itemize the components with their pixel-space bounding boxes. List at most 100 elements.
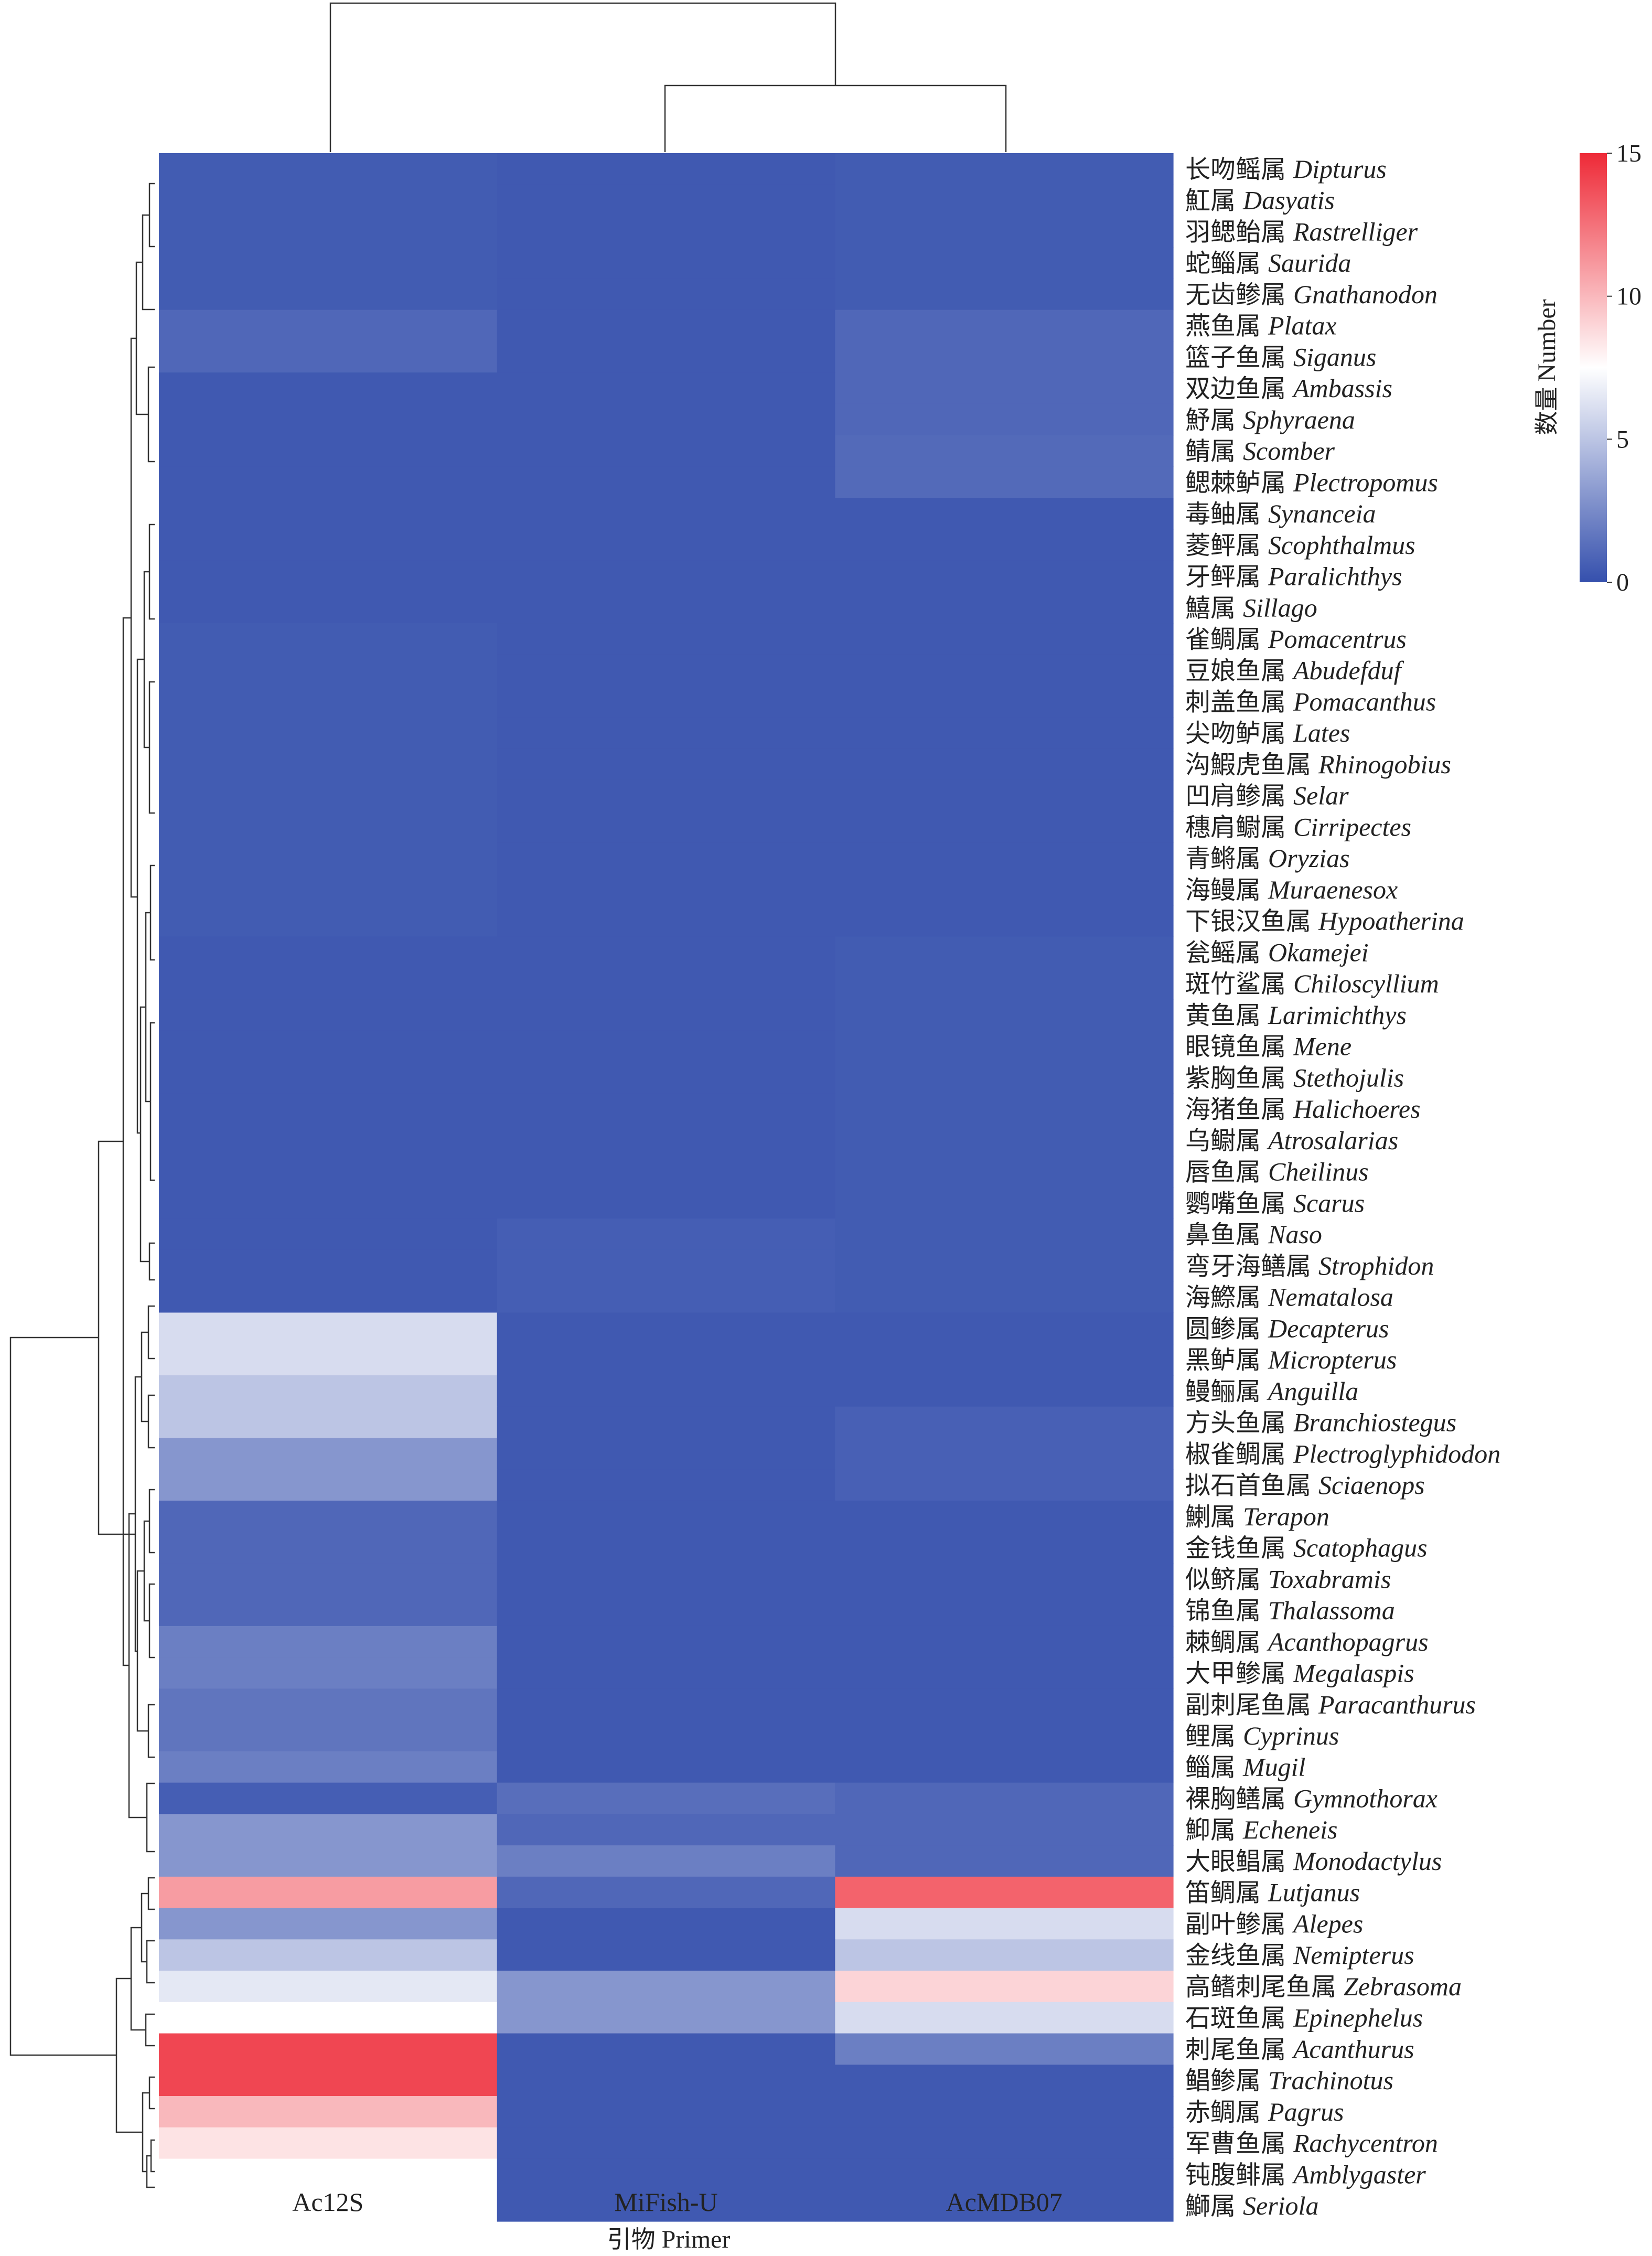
heatmap-cell (159, 1218, 498, 1250)
row-label-cn: 斑竹鲨属 (1185, 969, 1286, 999)
row-label-latin: Paracanthurus (1318, 1690, 1476, 1719)
row-label-cn: 金钱鱼属 (1185, 1534, 1286, 1563)
row-label-latin: Acanthopagrus (1267, 1627, 1429, 1656)
row-label: 大甲鲹属 Megalaspis (1185, 1659, 1414, 1688)
row-label-latin: Saurida (1268, 248, 1351, 277)
row-label-cn: 唇鱼属 (1185, 1158, 1261, 1187)
heatmap-cell (159, 1657, 498, 1689)
color-legend: 15 10 5 0 数量 Number (1532, 140, 1642, 596)
row-label-latin: Rachycentron (1293, 2129, 1438, 2158)
heatmap-cell (497, 749, 835, 780)
heatmap-cell (835, 1030, 1174, 1063)
row-label: 斑竹鲨属 Chiloscyllium (1185, 969, 1439, 999)
row-label: 鲻属 Mugil (1185, 1752, 1305, 1782)
heatmap-cell (497, 2096, 835, 2128)
row-label-latin: Alepes (1292, 1909, 1363, 1938)
row-label-latin: Terapon (1243, 1502, 1329, 1531)
row-label: 紫胸鱼属 Stethojulis (1185, 1063, 1404, 1093)
row-label-cn: 鯻属 (1185, 1502, 1236, 1532)
heatmap-cell (835, 1720, 1174, 1752)
heatmap-cell (159, 1595, 498, 1627)
row-label-latin: Sphyraena (1243, 405, 1355, 434)
heatmap-cell (835, 2002, 1174, 2034)
heatmap-cell (159, 498, 498, 530)
heatmap-cell (159, 1125, 498, 1157)
heatmap-cell (159, 2096, 498, 2128)
heatmap-cell (835, 1845, 1174, 1877)
heatmap-cell (835, 1563, 1174, 1595)
row-label-latin: Dasyatis (1242, 186, 1335, 215)
heatmap-cell (159, 968, 498, 1000)
row-label-latin: Thalassoma (1268, 1596, 1395, 1625)
heatmap-cell (497, 1125, 835, 1157)
row-label-cn: 副刺尾鱼属 (1185, 1690, 1311, 1719)
row-label: 燕鱼属 Platax (1185, 311, 1337, 341)
row-label-cn: 弯牙海鳝属 (1185, 1252, 1311, 1281)
column-label: MiFish-U (614, 2187, 717, 2217)
row-label-latin: Plectroglyphidodon (1293, 1439, 1500, 1468)
heatmap-cell (835, 1532, 1174, 1564)
heatmap-cell (835, 1688, 1174, 1720)
row-label: 拟石首鱼属 Sciaenops (1185, 1470, 1425, 1500)
row-label: 乌鳚属 Atrosalarias (1185, 1126, 1398, 1156)
heatmap-cell (497, 1187, 835, 1219)
heatmap-cell (835, 1469, 1174, 1501)
row-label-latin: Naso (1268, 1220, 1322, 1249)
heatmap-cell (497, 686, 835, 718)
heatmap-cell (159, 874, 498, 906)
row-label-cn: 石斑鱼属 (1185, 2004, 1286, 2033)
heatmap-cell (159, 1375, 498, 1407)
row-label: 弯牙海鳝属 Strophidon (1185, 1251, 1434, 1281)
row-label-cn: 下银汉鱼属 (1185, 907, 1311, 936)
row-label-latin: Plectropomus (1293, 467, 1438, 497)
heatmap-cell (159, 247, 498, 279)
heatmap-cell (835, 1971, 1174, 2003)
heatmap-cell (497, 1030, 835, 1063)
row-label-cn: 鰤属 (1185, 2191, 1236, 2221)
heatmap-cell (159, 529, 498, 561)
row-label: 鹦嘴鱼属 Scarus (1185, 1188, 1365, 1218)
row-label-cn: 大甲鲹属 (1185, 1659, 1286, 1688)
row-label-latin: Monodactylus (1293, 1846, 1442, 1876)
heatmap-cell (835, 686, 1174, 718)
row-label-latin: Megalaspis (1293, 1659, 1414, 1688)
heatmap-cell (497, 2190, 835, 2222)
row-label: 魟属 Dasyatis (1185, 186, 1335, 216)
heatmap-cell (497, 1751, 835, 1783)
heatmap-cell (159, 1720, 498, 1752)
heatmap-cell (835, 466, 1174, 498)
heatmap-cell (497, 1939, 835, 1971)
heatmap-cell (497, 560, 835, 592)
row-label: 下银汉鱼属 Hypoatherina (1185, 906, 1464, 936)
row-label-cn: 无齿鲹属 (1185, 280, 1286, 309)
row-label: 似鲚属 Toxabramis (1185, 1564, 1391, 1594)
row-label-latin: Gnathanodon (1293, 280, 1438, 309)
row-label-latin: Ambassis (1292, 373, 1392, 403)
heatmap-cell (159, 1908, 498, 1940)
row-label: 豆娘鱼属 Abudefduf (1185, 656, 1404, 686)
row-label-cn: 乌鳚属 (1185, 1126, 1261, 1156)
heatmap-cell (835, 842, 1174, 874)
heatmap-cell (159, 1281, 498, 1313)
heatmap-cell (835, 309, 1174, 342)
heatmap-cell (497, 1156, 835, 1188)
row-label: 锦鱼属 Thalassoma (1185, 1596, 1395, 1626)
heatmap-cell (835, 2033, 1174, 2065)
row-label-latin: Gymnothorax (1293, 1784, 1438, 1813)
row-label-latin: Synanceia (1268, 499, 1376, 528)
heatmap-cell (159, 1030, 498, 1063)
heatmap-cell (497, 278, 835, 311)
heatmap-cell (835, 968, 1174, 1000)
heatmap-cell (497, 466, 835, 498)
heatmap-cell (159, 1187, 498, 1219)
row-label: 长吻鳐属 Dipturus (1185, 154, 1387, 184)
row-label: 鱚属 Sillago (1185, 593, 1317, 623)
heatmap-cell (835, 403, 1174, 436)
row-label: 鲤属 Cyprinus (1185, 1721, 1339, 1751)
heatmap-cell (159, 999, 498, 1031)
heatmap-cell (497, 999, 835, 1031)
row-label: 鼻鱼属 Naso (1185, 1220, 1322, 1249)
heatmap-cell (497, 1218, 835, 1250)
row-label-latin: Okamejei (1268, 937, 1369, 967)
